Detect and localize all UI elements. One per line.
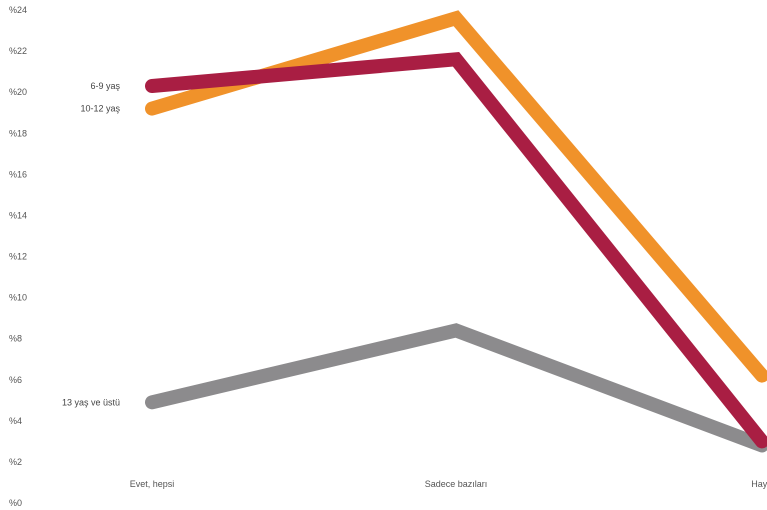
x-axis-categories: Evet, hepsi Sadece bazıları Hayır — [130, 479, 767, 489]
data-point — [761, 440, 763, 442]
y-tick-label: %16 — [9, 169, 27, 179]
series-labels: 6-9 yaş 10-12 yaş 13 yaş ve üstü — [62, 81, 121, 407]
y-tick-label: %0 — [9, 498, 22, 508]
y-tick-label: %2 — [9, 457, 22, 467]
data-point — [455, 17, 457, 19]
data-point — [455, 329, 457, 331]
series-lines — [145, 10, 767, 453]
y-tick-label: %20 — [9, 87, 27, 97]
y-tick-label: %14 — [9, 210, 27, 220]
y-tick-label: %18 — [9, 128, 27, 138]
x-category-label: Evet, hepsi — [130, 479, 175, 489]
y-axis-ticks: %0 %2 %4 %6 %8 %10 %12 %14 %16 %18 %20 %22 %24 — [9, 5, 27, 508]
y-tick-label: %8 — [9, 334, 22, 344]
series-label: 10-12 yaş — [80, 104, 120, 114]
y-tick-label: %24 — [9, 5, 27, 15]
series-label: 6-9 yaş — [90, 81, 120, 91]
y-tick-label: %4 — [9, 416, 22, 426]
y-tick-label: %10 — [9, 293, 27, 303]
y-tick-label: %22 — [9, 46, 27, 56]
data-point — [151, 85, 153, 87]
data-point — [151, 401, 153, 403]
x-category-label: Sadece bazıları — [425, 479, 488, 489]
y-tick-label: %12 — [9, 252, 27, 262]
series-label: 13 yaş ve üstü — [62, 397, 120, 407]
data-point — [761, 375, 763, 377]
data-point — [455, 58, 457, 60]
x-category-label: Hayır — [751, 479, 767, 489]
data-point — [151, 108, 153, 110]
series-line — [145, 323, 767, 453]
y-tick-label: %6 — [9, 375, 22, 385]
